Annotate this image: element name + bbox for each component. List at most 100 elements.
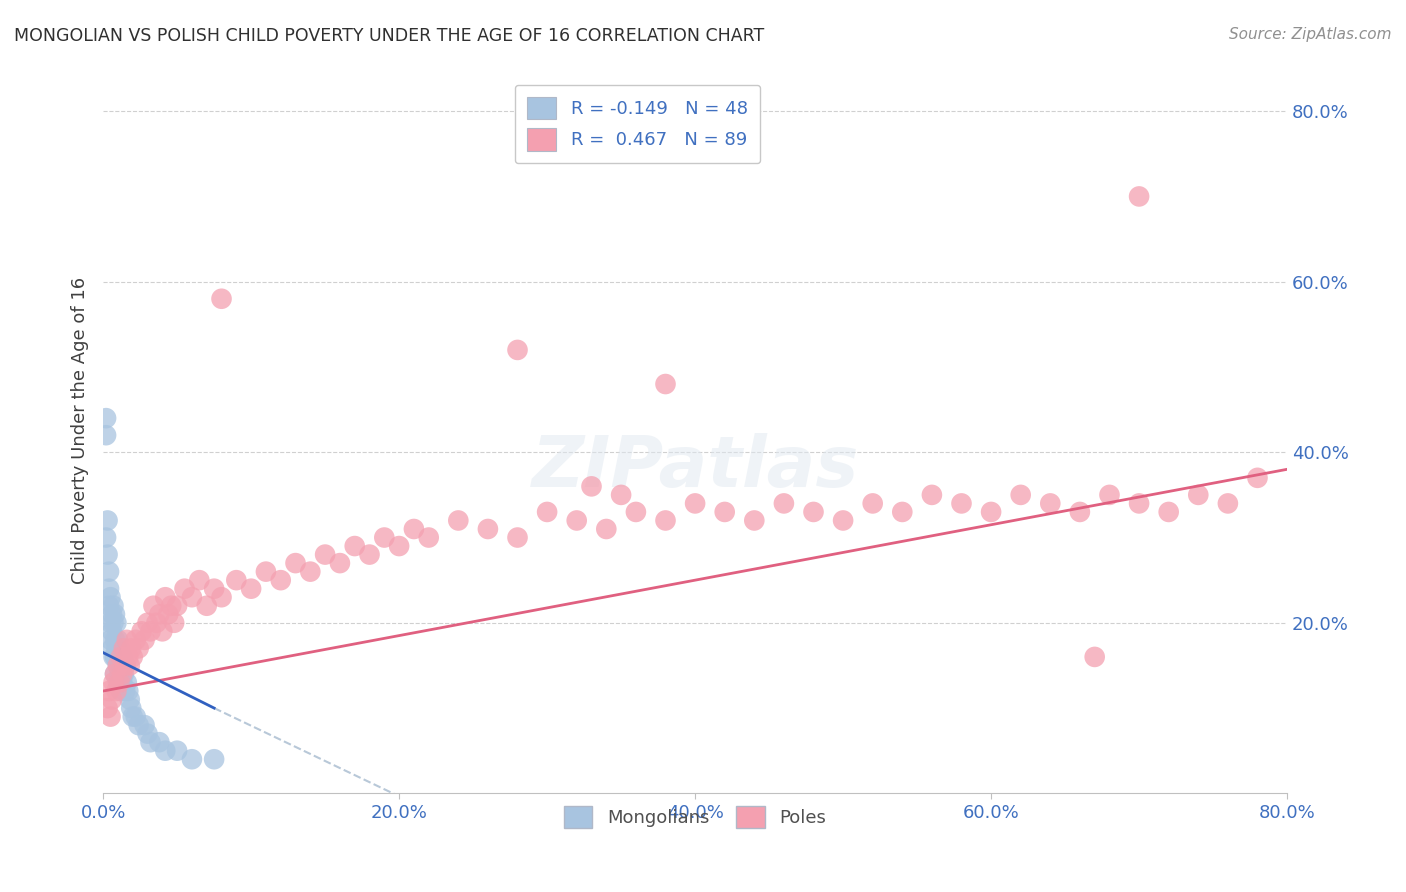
Point [118,658,141,673]
Point [155,744,177,758]
Point [121,649,143,664]
Point [654,377,676,392]
Point [98,565,121,579]
Point [107,658,129,673]
Point [97,548,120,562]
Point [111,675,134,690]
Point [284,556,307,570]
Point [104,649,127,664]
Point [94,531,117,545]
Point [134,632,156,647]
Point [166,599,188,613]
Point [211,292,233,306]
Point [742,513,765,527]
Point [166,744,188,758]
Point [115,632,138,647]
Point [103,649,125,664]
Point [100,591,122,605]
Point [136,726,159,740]
Point [506,531,529,545]
Point [136,615,159,630]
Point [104,667,127,681]
Point [125,632,148,647]
Point [128,641,150,656]
Point [134,718,156,732]
Point [115,675,138,690]
Point [270,573,292,587]
Point [188,573,211,587]
Point [105,615,128,630]
Point [104,667,127,681]
Point [104,607,127,622]
Point [447,513,470,527]
Point [211,591,233,605]
Point [114,684,136,698]
Point [862,496,884,510]
Point [329,556,352,570]
Point [921,488,943,502]
Point [624,505,647,519]
Point [1039,496,1062,510]
Point [418,531,440,545]
Point [114,658,136,673]
Point [94,428,117,442]
Point [891,505,914,519]
Point [139,624,162,639]
Point [173,582,195,596]
Point [121,709,143,723]
Point [832,513,855,527]
Point [112,667,135,681]
Point [654,513,676,527]
Point [1098,488,1121,502]
Point [117,684,139,698]
Legend: Mongolians, Poles: Mongolians, Poles [557,798,834,835]
Point [181,591,204,605]
Y-axis label: Child Poverty Under the Age of 16: Child Poverty Under the Age of 16 [72,277,89,584]
Point [100,615,122,630]
Point [145,615,167,630]
Point [120,701,142,715]
Point [610,488,633,502]
Point [299,565,322,579]
Point [155,591,177,605]
Point [202,582,225,596]
Point [565,513,588,527]
Point [105,684,128,698]
Point [98,684,121,698]
Point [117,649,139,664]
Point [98,582,121,596]
Point [111,649,134,664]
Point [103,615,125,630]
Point [1216,496,1239,510]
Point [105,641,128,656]
Point [100,632,122,647]
Text: ZIPatlas: ZIPatlas [531,433,859,501]
Point [118,692,141,706]
Point [110,649,132,664]
Point [120,641,142,656]
Point [97,513,120,527]
Point [1069,505,1091,519]
Point [506,343,529,357]
Point [112,641,135,656]
Point [1128,189,1150,203]
Point [100,709,122,723]
Point [163,615,186,630]
Point [108,667,131,681]
Point [1246,471,1268,485]
Point [103,675,125,690]
Point [107,632,129,647]
Point [343,539,366,553]
Point [595,522,617,536]
Point [148,607,170,622]
Point [359,548,381,562]
Point [773,496,796,510]
Text: MONGOLIAN VS POLISH CHILD POVERTY UNDER THE AGE OF 16 CORRELATION CHART: MONGOLIAN VS POLISH CHILD POVERTY UNDER … [14,27,765,45]
Point [142,599,165,613]
Point [181,752,204,766]
Point [225,573,247,587]
Point [713,505,735,519]
Point [195,599,218,613]
Point [125,709,148,723]
Point [111,667,134,681]
